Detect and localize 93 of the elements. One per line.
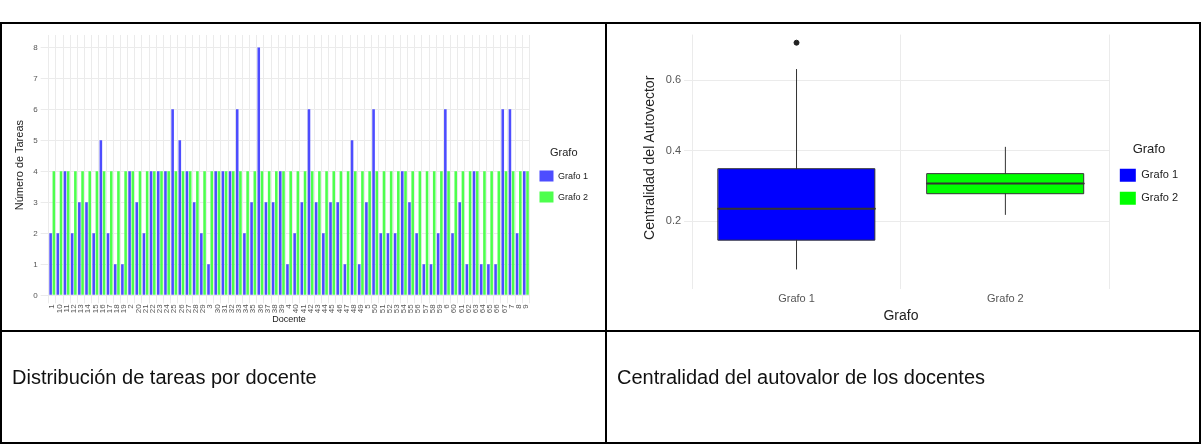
x-tick-label: 40 — [291, 303, 301, 314]
x-tick-label: 17 — [104, 303, 114, 314]
y-tick-label: 2 — [33, 228, 39, 238]
x-tick-label: 10 — [54, 303, 64, 314]
x-tick-label: 12 — [68, 303, 78, 314]
x-tick-label: 23 — [155, 303, 165, 314]
y-tick-label: 8 — [33, 42, 39, 52]
x-tick-label: 37 — [262, 303, 272, 314]
x-tick-label: 15 — [90, 303, 100, 314]
x-tick-label: 27 — [183, 303, 193, 314]
x-tick-label: 30 — [212, 303, 222, 314]
x-tick-label: 2 — [126, 303, 136, 309]
y-axis-title: Centralidad del Autovector — [641, 75, 658, 240]
y-tick-label: 0.6 — [665, 73, 682, 86]
x-tick-label: 66 — [492, 303, 502, 314]
x-tick-label: 47 — [341, 303, 351, 314]
x-tick-label: 11 — [61, 303, 71, 313]
x-tick-label: 9 — [521, 303, 531, 309]
x-tick-label: 59 — [434, 303, 444, 314]
x-tick-label: 21 — [140, 303, 150, 314]
x-tick-label: 57 — [420, 303, 430, 314]
legend-label: Grafo 2 — [1141, 191, 1178, 204]
x-tick-label: 38 — [269, 303, 279, 314]
y-tick-label: 6 — [33, 104, 39, 114]
y-tick-label: 4 — [33, 166, 39, 176]
legend-title: Grafo — [549, 145, 578, 158]
x-tick-label: 33 — [234, 303, 244, 314]
x-tick-label: 56 — [413, 303, 423, 314]
x-tick-label: 19 — [119, 303, 129, 314]
x-tick-label: 22 — [147, 303, 157, 314]
x-tick-label: 64 — [478, 303, 488, 314]
y-tick-label: 7 — [33, 73, 39, 83]
x-tick-label: 52 — [384, 303, 394, 314]
x-tick-label: 58 — [427, 303, 437, 314]
y-tick-label: 0.4 — [665, 143, 682, 156]
x-tick-label: 4 — [284, 303, 294, 309]
x-axis-title: Grafo — [883, 307, 919, 324]
x-tick-label: 24 — [162, 303, 172, 314]
x-tick-label: 46 — [334, 303, 344, 314]
text: Distribución de tareas por docente — [12, 366, 317, 389]
x-tick-label: 1 — [47, 303, 57, 309]
x-tick-label: 36 — [255, 303, 265, 314]
x-tick-label: 53 — [391, 303, 401, 314]
x-tick-label: 44 — [320, 303, 330, 314]
y-axis-title: Número de Tareas — [12, 119, 25, 211]
x-tick-label: 51 — [377, 303, 387, 314]
x-tick-label: 13 — [76, 303, 86, 314]
x-tick-label: 49 — [356, 303, 366, 314]
x-tick-label: 42 — [305, 303, 315, 314]
x-tick-label: 18 — [112, 303, 122, 314]
x-tick-label: 41 — [298, 303, 308, 314]
text: Centralidad del autovalor de los docentes — [617, 366, 986, 389]
x-tick-label: 67 — [499, 303, 509, 314]
x-tick-label: 34 — [241, 303, 251, 314]
x-tick-label: 26 — [176, 303, 186, 314]
y-tick-label: 5 — [33, 135, 39, 145]
x-tick-label: 55 — [406, 303, 416, 314]
x-tick-label: 3 — [205, 303, 215, 309]
x-tick-label: 65 — [485, 303, 495, 314]
x-tick-label: 20 — [133, 303, 143, 314]
x-tick-label: 32 — [226, 303, 236, 314]
x-tick-label: Grafo 1 — [778, 291, 815, 304]
x-tick-label: 48 — [348, 303, 358, 314]
y-tick-label: 0 — [33, 290, 39, 300]
y-tick-label: 3 — [33, 197, 39, 207]
x-tick-label: 45 — [327, 303, 337, 314]
x-tick-label: 16 — [97, 303, 107, 314]
legend-label: Grafo 1 — [1141, 168, 1178, 181]
x-tick-label: 43 — [312, 303, 322, 314]
x-tick-label: 29 — [198, 303, 208, 314]
x-tick-label: 39 — [277, 303, 287, 314]
legend-label: Grafo 2 — [557, 191, 588, 202]
x-tick-label: 63 — [470, 303, 480, 314]
x-tick-label: 6 — [442, 303, 452, 309]
x-tick-label: 5 — [363, 303, 373, 309]
x-tick-label: 28 — [190, 303, 200, 314]
x-tick-label: 35 — [248, 303, 258, 314]
x-tick-label: 60 — [449, 303, 459, 314]
legend-label: Grafo 1 — [557, 170, 588, 181]
x-tick-label: 8 — [513, 303, 523, 309]
y-tick-label: 1 — [33, 259, 39, 269]
legend-title: Grafo — [1132, 141, 1166, 157]
x-tick-label: 62 — [463, 303, 473, 314]
x-tick-label: 7 — [506, 303, 516, 309]
x-tick-label: 31 — [219, 303, 229, 314]
x-tick-label: Grafo 2 — [987, 291, 1024, 304]
x-tick-label: 54 — [399, 303, 409, 314]
x-tick-label: 61 — [456, 303, 466, 314]
x-tick-label: 25 — [169, 303, 179, 314]
x-tick-label: 50 — [370, 303, 380, 314]
x-axis-title: Docente — [272, 314, 306, 325]
y-tick-label: 0.2 — [665, 214, 682, 227]
x-tick-label: 14 — [83, 303, 93, 314]
